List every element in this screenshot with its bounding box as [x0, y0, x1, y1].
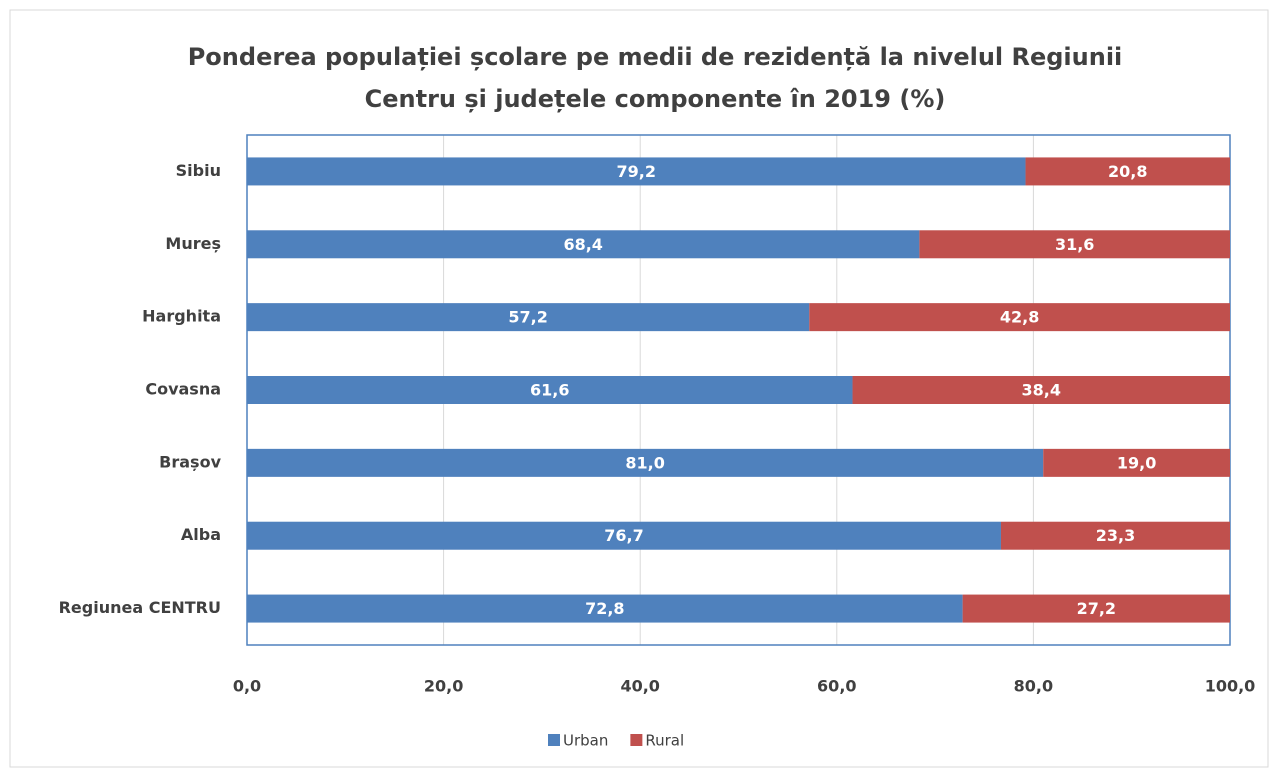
data-label: 61,6: [530, 381, 569, 400]
legend-label: Rural: [645, 732, 684, 750]
bar-segment: [247, 303, 810, 332]
bar-segment: [247, 521, 1001, 550]
x-tick-label: 60,0: [817, 677, 856, 696]
data-label: 68,4: [563, 235, 602, 254]
bar-segment: [1000, 521, 1230, 550]
bar-segment: [247, 157, 1026, 186]
x-tick-label: 100,0: [1205, 677, 1256, 696]
bar-segment: [1043, 448, 1230, 477]
data-label: 81,0: [625, 453, 664, 472]
data-label: 57,2: [508, 308, 547, 327]
bar-segment: [247, 376, 853, 404]
y-tick-label: Brașov: [159, 452, 221, 471]
x-tick-label: 80,0: [1014, 677, 1053, 696]
bar-segment: [852, 376, 1230, 404]
y-tick-label: Regiunea CENTRU: [59, 598, 221, 617]
chart-title: Centru și județele componente în 2019 (%…: [365, 85, 946, 113]
bar-segment: [247, 594, 963, 623]
legend-label: Urban: [563, 732, 608, 750]
data-label: 42,8: [1000, 308, 1039, 327]
bar-segment: [247, 230, 920, 259]
y-tick-label: Sibiu: [176, 161, 221, 180]
bar-segment: [809, 303, 1230, 332]
x-tick-label: 0,0: [233, 677, 261, 696]
data-label: 72,8: [585, 599, 624, 618]
bar-segment: [919, 230, 1230, 259]
x-tick-label: 40,0: [620, 677, 659, 696]
data-label: 31,6: [1055, 235, 1094, 254]
bar-segment: [1025, 157, 1230, 186]
x-tick-label: 20,0: [424, 677, 463, 696]
data-label: 23,3: [1096, 526, 1135, 545]
data-label: 19,0: [1117, 453, 1156, 472]
y-tick-label: Harghita: [142, 307, 221, 326]
y-tick-label: Mureș: [165, 234, 221, 253]
data-label: 27,2: [1077, 599, 1116, 618]
y-tick-label: Covasna: [145, 380, 221, 399]
y-tick-label: Alba: [181, 525, 221, 544]
bar-segment: [962, 594, 1230, 623]
chart-title: Ponderea populației școlare pe medii de …: [188, 43, 1123, 71]
legend-swatch: [630, 734, 643, 746]
data-label: 20,8: [1108, 162, 1147, 181]
bar-segment: [247, 448, 1044, 477]
data-label: 38,4: [1022, 381, 1061, 400]
legend-swatch: [548, 734, 560, 746]
data-label: 79,2: [617, 162, 656, 181]
data-label: 76,7: [604, 526, 643, 545]
